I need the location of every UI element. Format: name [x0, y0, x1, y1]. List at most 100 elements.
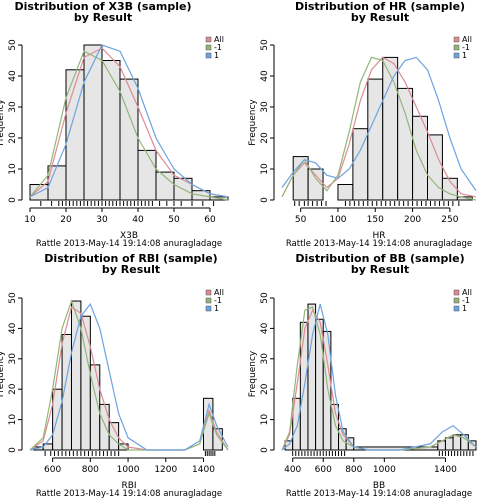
x-tick-label: 250 [441, 215, 458, 225]
x-tick-label: 60 [204, 215, 216, 225]
x-axis-label: X3B [120, 231, 138, 241]
legend-label: 1 [214, 51, 219, 60]
chart-panel: Distribution of HR (sample)by Result 0 10 2… [248, 0, 477, 249]
y-tick-label: 30 [8, 101, 18, 113]
histogram-bar [101, 60, 121, 201]
x-tick-label: 50 [168, 215, 180, 225]
x-tick-label: 150 [367, 215, 384, 225]
histogram-bar [337, 184, 354, 201]
legend-label: All [214, 288, 224, 297]
histogram-bar [382, 56, 399, 201]
x-tick-label: 30 [96, 215, 108, 225]
legend-label: All [462, 35, 472, 44]
y-tick-label: 30 [260, 101, 270, 113]
y-axis-label: Frequency [0, 350, 6, 397]
legend-label: 1 [462, 304, 467, 313]
histogram-bar [397, 87, 414, 201]
y-tick-label: 40 [260, 322, 270, 334]
y-tick-label: 10 [8, 163, 18, 175]
density-line-1 [281, 303, 477, 451]
legend-label: 1 [214, 304, 219, 313]
legend-swatch [205, 297, 212, 304]
y-tick-label: 20 [8, 132, 18, 144]
legend-swatch [205, 289, 212, 296]
y-axis-label: Frequency [0, 99, 6, 146]
y-tick-label: 50 [260, 292, 270, 304]
x-tick-label: 1200 [154, 465, 177, 475]
density-line-1 [29, 44, 229, 198]
legend-swatch [453, 289, 460, 296]
histogram-bar [345, 437, 355, 451]
x-tick-label: 20 [60, 215, 72, 225]
histogram-bar [467, 440, 477, 451]
x-tick-label: 1400 [192, 465, 215, 475]
y-tick-label: 20 [260, 383, 270, 395]
chart-panel: Distribution of RBI (sample)by Result 0 10… [0, 252, 229, 499]
y-tick-label: 40 [260, 70, 270, 82]
y-tick-label: 0 [8, 447, 18, 453]
y-tick-label: 10 [260, 163, 270, 175]
histogram-bar [137, 149, 157, 201]
x-axis-label: RBI [121, 481, 136, 491]
x-tick-label: 200 [404, 215, 421, 225]
density-line-All [281, 56, 477, 198]
chart-panel: Distribution of X3B (sample)by Result 0 10… [0, 0, 229, 249]
y-tick-label: 50 [8, 39, 18, 51]
histogram-bar [83, 44, 103, 201]
legend-swatch [453, 52, 460, 59]
legend-swatch [205, 52, 212, 59]
footer-text: Rattle 2013-May-14 19:14:08 anuragladage [36, 239, 222, 249]
y-tick-label: 20 [8, 383, 18, 395]
y-axis-label: Frequency [248, 99, 258, 146]
chart-title: Distribution of RBI (sample) [44, 252, 217, 265]
x-tick-label: 50 [295, 215, 307, 225]
legend-label: -1 [462, 43, 470, 52]
x-tick-label: 10 [24, 215, 36, 225]
x-tick-label: 400 [284, 465, 301, 475]
chart-subtitle: by Result [102, 263, 160, 276]
x-axis-label: HR [372, 231, 385, 241]
y-tick-label: 50 [8, 292, 18, 304]
footer-text: Rattle 2013-May-14 19:14:08 anuragladage [286, 239, 472, 249]
legend-label: -1 [462, 296, 470, 305]
footer-text: Rattle 2013-May-14 19:14:08 anuragladage [286, 489, 472, 499]
histogram-bar [444, 437, 454, 451]
density-line--1 [281, 306, 477, 451]
x-tick-label: 1000 [373, 465, 396, 475]
chart-subtitle: by Result [74, 11, 132, 24]
x-axis-label: BB [373, 481, 385, 491]
footer-text: Rattle 2013-May-14 19:14:08 anuragladage [36, 489, 222, 499]
density-line-1 [281, 56, 477, 192]
y-tick-label: 40 [8, 70, 18, 82]
histogram-bar [315, 318, 324, 451]
chart-subtitle: by Result [351, 11, 409, 24]
x-tick-label: 600 [44, 465, 61, 475]
y-tick-label: 50 [260, 39, 270, 51]
y-tick-label: 0 [260, 197, 270, 203]
legend-swatch [205, 36, 212, 43]
legend-swatch [453, 36, 460, 43]
histogram-bar [427, 134, 443, 201]
histogram-bar [119, 78, 139, 201]
x-tick-label: 1400 [434, 465, 457, 475]
legend-swatch [205, 44, 212, 51]
density-line-1 [29, 302, 229, 451]
x-tick-label: 800 [345, 465, 362, 475]
histogram-bar [99, 403, 110, 451]
legend-label: -1 [214, 296, 222, 305]
density-line--1 [29, 299, 229, 451]
y-tick-label: 10 [8, 414, 18, 426]
density-line--1 [29, 50, 229, 201]
histogram-bar [330, 403, 340, 451]
y-tick-label: 0 [260, 447, 270, 453]
legend-label: All [214, 35, 224, 44]
legend-label: -1 [214, 43, 222, 52]
legend-swatch [453, 297, 460, 304]
chart-title: Distribution of HR (sample) [295, 0, 465, 13]
x-tick-label: 1000 [117, 465, 140, 475]
legend-label: 1 [462, 51, 467, 60]
y-tick-label: 20 [260, 132, 270, 144]
legend-swatch [453, 305, 460, 312]
x-tick-label: 40 [132, 215, 144, 225]
